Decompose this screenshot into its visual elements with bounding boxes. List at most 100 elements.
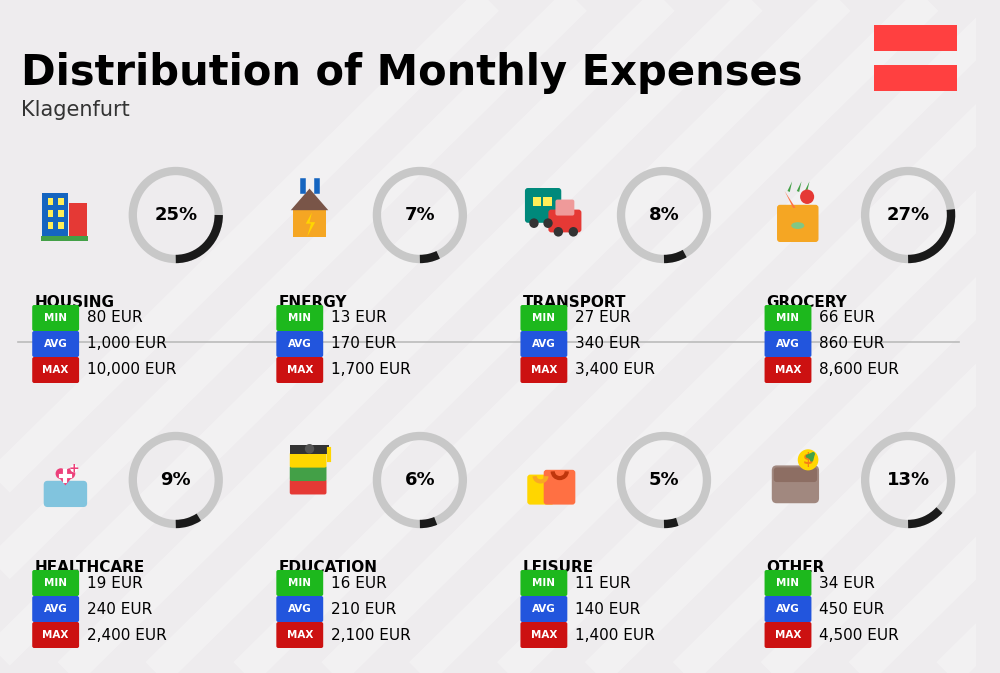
Text: MAX: MAX (287, 630, 313, 640)
FancyBboxPatch shape (874, 25, 957, 51)
Text: MIN: MIN (776, 313, 799, 323)
Text: 450 EUR: 450 EUR (819, 602, 884, 616)
FancyBboxPatch shape (276, 331, 323, 357)
Text: 140 EUR: 140 EUR (575, 602, 640, 616)
FancyBboxPatch shape (520, 570, 567, 596)
Text: 6%: 6% (405, 471, 435, 489)
Text: AVG: AVG (288, 604, 312, 614)
FancyBboxPatch shape (293, 210, 326, 237)
Text: AVG: AVG (776, 339, 800, 349)
FancyBboxPatch shape (42, 193, 68, 237)
Text: MIN: MIN (44, 313, 67, 323)
Text: 240 EUR: 240 EUR (87, 602, 152, 616)
Text: 2,100 EUR: 2,100 EUR (331, 627, 411, 643)
Text: 5%: 5% (649, 471, 679, 489)
Text: 210 EUR: 210 EUR (331, 602, 396, 616)
FancyBboxPatch shape (290, 466, 326, 481)
Circle shape (65, 468, 75, 479)
Text: MIN: MIN (532, 313, 555, 323)
Circle shape (305, 444, 314, 454)
Text: 27 EUR: 27 EUR (575, 310, 631, 326)
FancyBboxPatch shape (555, 200, 574, 215)
Text: HEALTHCARE: HEALTHCARE (34, 560, 144, 575)
Circle shape (70, 465, 78, 472)
Text: 11 EUR: 11 EUR (575, 575, 631, 590)
Text: AVG: AVG (776, 604, 800, 614)
Text: MIN: MIN (44, 578, 67, 588)
Ellipse shape (791, 222, 804, 229)
FancyBboxPatch shape (527, 474, 554, 505)
Text: GROCERY: GROCERY (767, 295, 847, 310)
Text: MAX: MAX (531, 365, 557, 375)
Text: 860 EUR: 860 EUR (819, 336, 885, 351)
Text: 13%: 13% (887, 471, 930, 489)
Polygon shape (805, 182, 809, 192)
Text: HOUSING: HOUSING (34, 295, 114, 310)
FancyBboxPatch shape (290, 446, 329, 454)
FancyBboxPatch shape (548, 209, 581, 232)
Text: ENERGY: ENERGY (278, 295, 347, 310)
FancyBboxPatch shape (520, 331, 567, 357)
FancyBboxPatch shape (543, 197, 552, 207)
FancyBboxPatch shape (44, 481, 87, 507)
FancyBboxPatch shape (32, 305, 79, 331)
FancyBboxPatch shape (276, 357, 323, 383)
Text: $: $ (803, 452, 813, 467)
FancyBboxPatch shape (276, 570, 323, 596)
Text: +: + (69, 462, 79, 475)
Text: MAX: MAX (42, 365, 69, 375)
FancyBboxPatch shape (58, 210, 64, 217)
Text: 19 EUR: 19 EUR (87, 575, 143, 590)
Polygon shape (306, 213, 315, 237)
Circle shape (554, 227, 563, 237)
Text: 8%: 8% (649, 206, 679, 224)
Text: MIN: MIN (776, 578, 799, 588)
FancyBboxPatch shape (765, 596, 811, 622)
Text: 9%: 9% (160, 471, 191, 489)
FancyBboxPatch shape (765, 331, 811, 357)
FancyBboxPatch shape (774, 468, 817, 482)
Text: 16 EUR: 16 EUR (331, 575, 387, 590)
FancyBboxPatch shape (69, 203, 87, 237)
FancyBboxPatch shape (58, 222, 64, 229)
Text: 1,700 EUR: 1,700 EUR (331, 363, 411, 378)
FancyBboxPatch shape (48, 199, 53, 205)
Text: AVG: AVG (44, 604, 68, 614)
Text: MAX: MAX (775, 630, 801, 640)
Text: 2,400 EUR: 2,400 EUR (87, 627, 167, 643)
FancyBboxPatch shape (32, 331, 79, 357)
FancyBboxPatch shape (777, 205, 818, 242)
Text: 25%: 25% (154, 206, 197, 224)
Text: 10,000 EUR: 10,000 EUR (87, 363, 176, 378)
Text: 34 EUR: 34 EUR (819, 575, 875, 590)
FancyBboxPatch shape (48, 210, 53, 217)
FancyBboxPatch shape (276, 622, 323, 648)
FancyBboxPatch shape (290, 479, 326, 495)
Circle shape (543, 218, 553, 228)
Polygon shape (785, 191, 795, 208)
Text: 66 EUR: 66 EUR (819, 310, 875, 326)
Text: AVG: AVG (532, 339, 556, 349)
Circle shape (569, 227, 578, 237)
Text: 170 EUR: 170 EUR (331, 336, 396, 351)
Text: 7%: 7% (405, 206, 435, 224)
FancyBboxPatch shape (32, 622, 79, 648)
FancyBboxPatch shape (765, 357, 811, 383)
FancyBboxPatch shape (32, 357, 79, 383)
Text: LEISURE: LEISURE (522, 560, 594, 575)
Text: AVG: AVG (532, 604, 556, 614)
FancyBboxPatch shape (874, 65, 957, 91)
Text: Klagenfurt: Klagenfurt (21, 100, 130, 120)
Text: 27%: 27% (887, 206, 930, 224)
Text: MAX: MAX (287, 365, 313, 375)
FancyBboxPatch shape (772, 466, 819, 503)
FancyBboxPatch shape (32, 570, 79, 596)
FancyBboxPatch shape (276, 305, 323, 331)
Text: 4,500 EUR: 4,500 EUR (819, 627, 899, 643)
FancyBboxPatch shape (533, 197, 541, 207)
Polygon shape (797, 182, 802, 192)
Text: MIN: MIN (288, 578, 311, 588)
FancyBboxPatch shape (58, 199, 64, 205)
Text: MIN: MIN (288, 313, 311, 323)
Circle shape (56, 468, 66, 479)
